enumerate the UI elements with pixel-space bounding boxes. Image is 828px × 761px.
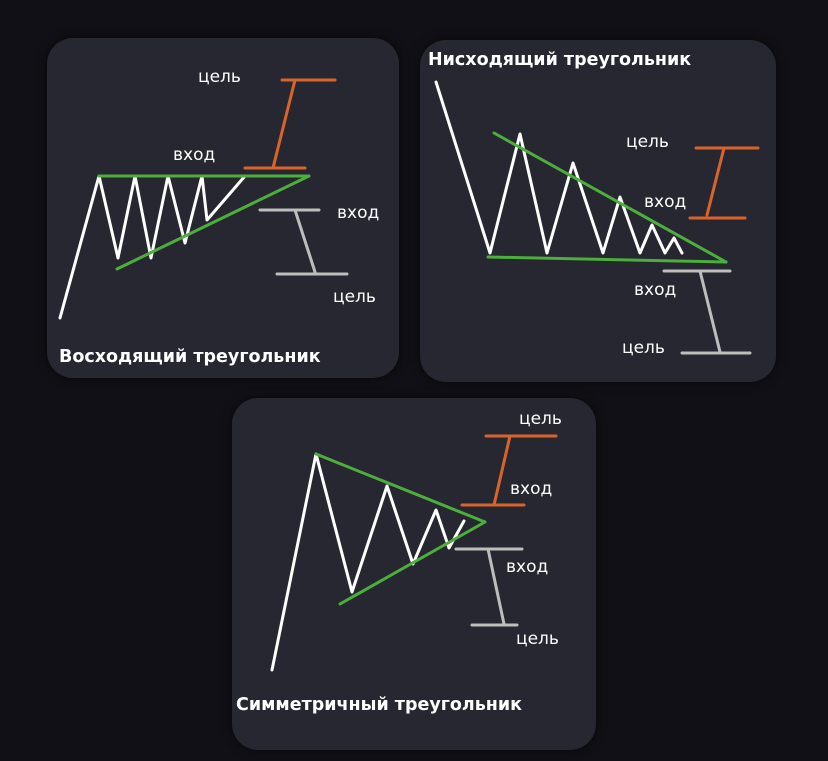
target-down-label: цель (333, 287, 376, 307)
falling-resistance-line (314, 452, 487, 524)
rising-support-line (338, 520, 487, 606)
target-up-label: цель (626, 132, 669, 152)
pattern-title: Нисходящий треугольник (428, 50, 691, 70)
support-line (486, 255, 728, 264)
entry-down-label: вход (337, 203, 379, 223)
target-up-label: цель (198, 67, 241, 87)
entry-up-label: вход (173, 145, 215, 165)
target-up-label: цель (519, 409, 562, 429)
entry-up-label: вход (510, 479, 552, 499)
downside-target-marker (454, 547, 524, 627)
upside-target-marker (243, 78, 337, 170)
upside-target-marker (460, 434, 558, 507)
descending-triangle-card: Нисходящий треугольник цель вход вход це… (420, 40, 776, 382)
downside-target-marker (662, 269, 752, 355)
downside-target-marker (258, 208, 349, 276)
pattern-title: Восходящий треугольник (59, 347, 321, 367)
descending-triangle-diagram: Нисходящий треугольник цель вход вход це… (428, 50, 760, 358)
ascending-triangle-diagram: цель вход вход цель Восходящий треугольн… (58, 67, 379, 367)
price-line (58, 174, 247, 320)
falling-resistance-line (492, 131, 728, 264)
symmetric-triangle-diagram: цель вход вход цель Симметричный треугол… (236, 409, 562, 715)
pattern-title: Симметричный треугольник (236, 695, 522, 715)
upside-target-marker (688, 146, 760, 220)
entry-down-label: вход (634, 280, 676, 300)
entry-up-label: вход (644, 192, 686, 212)
price-line (270, 452, 466, 672)
price-line (434, 80, 684, 255)
target-down-label: цель (516, 629, 559, 649)
rising-support-line (115, 174, 311, 271)
entry-down-label: вход (506, 557, 548, 577)
target-down-label: цель (622, 338, 665, 358)
symmetric-triangle-card: цель вход вход цель Симметричный треугол… (232, 398, 596, 750)
ascending-triangle-card: цель вход вход цель Восходящий треугольн… (47, 38, 399, 378)
